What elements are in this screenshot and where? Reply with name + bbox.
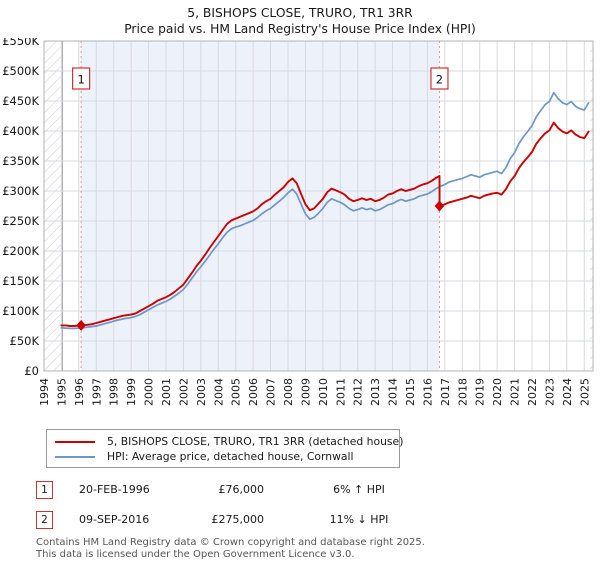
sale-marker-diamond-1 [76,319,86,331]
svg-text:£0: £0 [24,364,39,378]
chart-title: 5, BISHOPS CLOSE, TRURO, TR1 3RR Price p… [0,0,600,38]
svg-text:2014: 2014 [387,378,400,406]
svg-text:1997: 1997 [90,378,103,406]
svg-text:2025: 2025 [578,378,591,406]
svg-text:1999: 1999 [125,378,138,406]
svg-text:2016: 2016 [421,378,434,406]
svg-text:2012: 2012 [352,378,365,406]
svg-text:£400K: £400K [2,124,39,138]
sale-row-2: 2 09-SEP-2016 £275,000 11% ↓ HPI [36,510,600,529]
svg-text:£150K: £150K [2,274,39,288]
svg-text:2002: 2002 [177,378,190,406]
y-axis-labels: £0 £50K £100K £150K £200K £250K £300K £350K £400… [2,38,39,378]
svg-text:2007: 2007 [265,378,278,406]
svg-text:£550K: £550K [2,38,39,48]
price-paid-series [60,121,590,327]
svg-text:2001: 2001 [160,378,173,406]
svg-text:2006: 2006 [247,378,260,406]
svg-text:£500K: £500K [2,64,39,78]
sale-2-hpi-note: 11% ↓ HPI [329,513,389,526]
blue-line-swatch-icon [55,455,95,458]
svg-text:2020: 2020 [491,378,504,406]
red-line-swatch-icon [55,440,95,443]
svg-text:2000: 2000 [143,378,156,406]
svg-text:2005: 2005 [230,378,243,406]
sale-marker-box-2 [430,67,449,90]
sale-1-marker-badge: 1 [36,480,53,499]
svg-text:2: 2 [436,73,443,87]
legend-item-hpi: HPI: Average price, detached house, Corn… [55,449,391,464]
no-data-hatch-0 [44,41,63,371]
svg-text:2009: 2009 [299,378,312,406]
svg-text:2018: 2018 [456,378,469,406]
svg-text:2021: 2021 [509,378,522,406]
chart-title-line1: 5, BISHOPS CLOSE, TRURO, TR1 3RR [187,6,413,20]
svg-text:£100K: £100K [2,304,39,318]
svg-text:2024: 2024 [561,378,574,406]
sale-2-marker-badge: 2 [36,510,53,529]
svg-text:2023: 2023 [543,378,556,406]
sale-marker-box-1 [72,67,91,90]
svg-text:1996: 1996 [73,378,86,406]
svg-text:1998: 1998 [108,378,121,406]
sale-1-hpi-note: 6% ↑ HPI [333,483,385,496]
svg-text:2017: 2017 [439,378,452,406]
license-footer: Contains HM Land Registry data © Crown c… [36,537,600,561]
x-axis-labels: 1994 1995 1996 1997 1998 1999 2000 2001 2002 2003… [38,378,591,406]
svg-text:£300K: £300K [2,184,39,198]
svg-text:1994: 1994 [38,378,51,406]
svg-text:£50K: £50K [10,334,40,348]
sale-1-date: 20-FEB-1996 [79,483,150,496]
svg-text:2010: 2010 [317,378,330,406]
price-history-chart: 1 2 £0 £50K £100K £150K £200K £250K £300K £350K £4… [2,38,594,406]
hpi-line-series [60,91,590,330]
sale-1-price: £76,000 [218,483,265,496]
legend-label-hpi: HPI: Average price, detached house, Corn… [107,450,354,463]
svg-text:2015: 2015 [404,378,417,406]
svg-text:2011: 2011 [334,378,347,406]
svg-text:1: 1 [77,73,84,87]
plot-border [43,40,594,372]
sale-2-date: 09-SEP-2016 [79,513,150,526]
svg-text:1995: 1995 [55,378,68,406]
no-data-hatch-1 [590,41,593,371]
svg-text:2004: 2004 [212,378,225,406]
chart-title-line2: Price paid vs. HM Land Registry's House … [124,21,476,36]
sale-row-1: 1 20-FEB-1996 £76,000 6% ↑ HPI [36,480,600,499]
legend-item-property: 5, BISHOPS CLOSE, TRURO, TR1 3RR (detach… [55,434,403,449]
svg-text:2019: 2019 [474,378,487,406]
legend-label-property: 5, BISHOPS CLOSE, TRURO, TR1 3RR (detach… [107,435,404,448]
sale-2-price: £275,000 [211,513,265,526]
chart-legend: 5, BISHOPS CLOSE, TRURO, TR1 3RR (detach… [46,429,403,468]
svg-text:£350K: £350K [2,154,39,168]
svg-text:2022: 2022 [526,378,539,406]
svg-text:£450K: £450K [2,94,39,108]
sale-marker-diamond-2 [434,200,445,212]
footer-line1: Contains HM Land Registry data © Crown c… [36,537,425,548]
chart-gridlines [44,40,593,372]
svg-text:£250K: £250K [2,214,39,228]
svg-text:2008: 2008 [282,378,295,406]
svg-text:£200K: £200K [2,244,39,258]
footer-line2: This data is licensed under the Open Gov… [36,549,355,560]
svg-text:2003: 2003 [195,378,208,406]
svg-text:2013: 2013 [369,378,382,406]
